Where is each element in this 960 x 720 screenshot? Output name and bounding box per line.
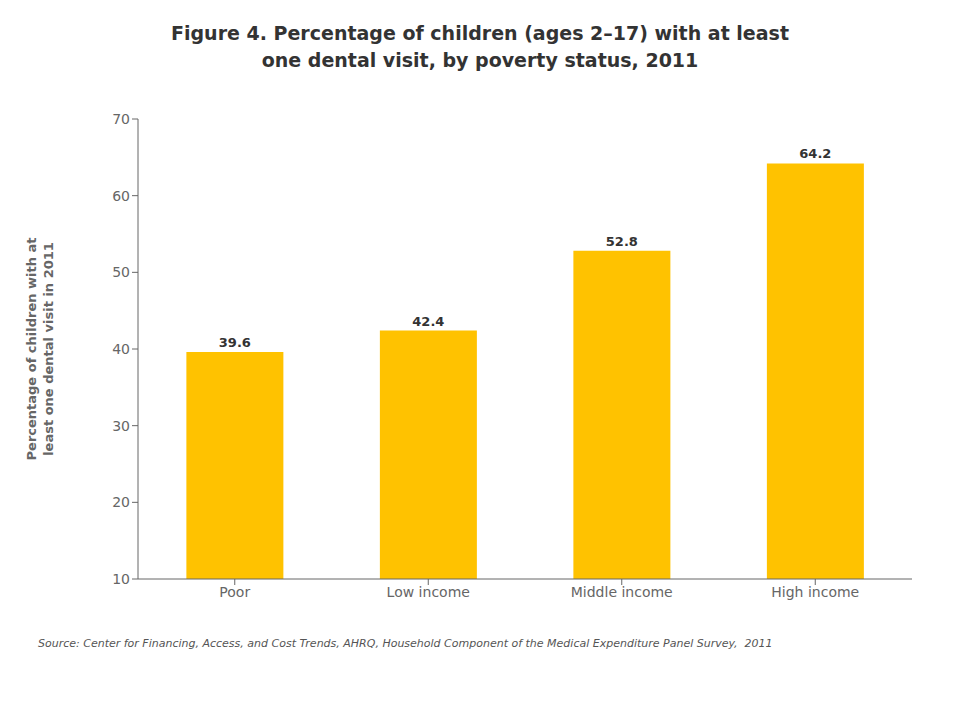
svg-text:42.4: 42.4 (412, 314, 444, 329)
svg-text:30: 30 (112, 418, 130, 434)
svg-text:64.2: 64.2 (799, 147, 831, 162)
svg-text:39.6: 39.6 (219, 335, 251, 350)
svg-text:Low income: Low income (387, 584, 470, 600)
svg-text:60: 60 (112, 188, 130, 204)
svg-text:Percentage of children with at: Percentage of children with atleast one … (24, 238, 56, 461)
html-text:Figure 4. Percentage of childr: Figure 4. Percentage of children (ages 2… (171, 22, 789, 71)
svg-text:50: 50 (112, 264, 130, 280)
html-text:Source: Center for Financing,: Source: Center for Financing, Access, an… (38, 637, 773, 651)
svg-text:Poor: Poor (219, 584, 250, 600)
svg-text:High income: High income (771, 584, 859, 600)
svg-text:40: 40 (112, 341, 130, 357)
svg-text:20: 20 (112, 494, 130, 510)
svg-text:52.8: 52.8 (606, 234, 638, 249)
svg-text:10: 10 (112, 571, 130, 587)
svg-text:70: 70 (112, 111, 130, 127)
svg-text:Middle income: Middle income (571, 584, 673, 600)
